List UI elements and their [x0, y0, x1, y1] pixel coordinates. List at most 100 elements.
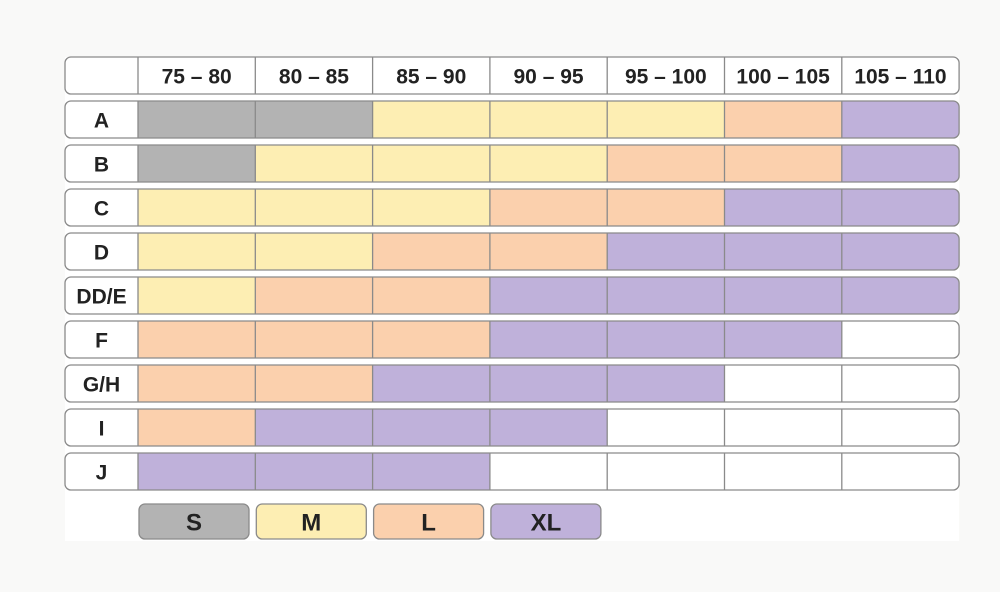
table-row: [65, 453, 960, 490]
row-outline: [64, 232, 960, 271]
row-label-cell: [65, 101, 138, 138]
legend-label: M: [301, 510, 321, 537]
row-outline: [64, 452, 960, 491]
legend-swatch: [138, 503, 250, 540]
size-cell: [372, 233, 490, 270]
legend-swatch: [490, 503, 602, 540]
size-cell: [255, 409, 373, 446]
row-label: G/H: [83, 374, 120, 397]
size-cell: [841, 277, 960, 314]
size-cell: [724, 453, 842, 490]
size-cell: [255, 145, 373, 182]
size-cell: [138, 409, 256, 446]
size-cell: [607, 409, 725, 446]
table-row: [65, 101, 960, 138]
row-label: J: [96, 462, 108, 485]
row-label-cell: [65, 409, 138, 446]
row-outline: [64, 320, 960, 359]
size-cell: [372, 321, 490, 358]
legend-label: S: [186, 510, 202, 537]
chart-legend: S M L XL: [138, 503, 602, 540]
size-cell: [372, 277, 490, 314]
column-header-label: 100 – 105: [736, 66, 830, 89]
size-cell: [138, 233, 256, 270]
chart-grid: 75 – 80 80 – 85 85 – 90 90 – 95 95 – 100 100 …: [64, 56, 960, 541]
column-header-label: 95 – 100: [625, 66, 707, 89]
size-cell: [841, 409, 960, 446]
size-cell: [489, 453, 608, 490]
size-cell: [138, 189, 256, 226]
table-row: [65, 145, 960, 182]
size-cell: [607, 145, 725, 182]
legend-swatch: [255, 503, 367, 540]
size-cell: [841, 145, 960, 182]
size-cell: [607, 277, 725, 314]
size-cell: [607, 101, 725, 138]
legend-swatch: [372, 503, 485, 540]
table-row: [65, 233, 960, 270]
row-label-cell: [65, 189, 138, 226]
row-label-cell: [65, 233, 138, 270]
size-cell: [607, 453, 725, 490]
size-cell: [255, 453, 373, 490]
row-outline: [64, 100, 960, 139]
row-outline: [64, 408, 960, 447]
size-cell: [255, 365, 373, 402]
row-label: A: [94, 110, 109, 133]
row-outline: [64, 188, 960, 227]
size-cell: [372, 365, 490, 402]
size-cell: [489, 101, 608, 138]
size-cell: [138, 101, 256, 138]
row-label-cell: [65, 145, 138, 182]
size-cell: [138, 453, 256, 490]
size-cell: [724, 101, 842, 138]
size-cell: [841, 321, 960, 358]
size-cell: [489, 233, 608, 270]
table-row: [65, 409, 960, 446]
size-cell: [724, 145, 842, 182]
size-cell: [372, 145, 490, 182]
row-label: F: [95, 330, 108, 353]
size-cell: [372, 189, 490, 226]
size-cell: [607, 189, 725, 226]
size-cell: [489, 189, 608, 226]
row-outline: [64, 364, 960, 403]
row-label-cell: [65, 365, 138, 402]
size-cell: [607, 321, 725, 358]
row-label: DD/E: [76, 286, 126, 309]
size-cell: [255, 189, 373, 226]
table-row: [65, 365, 960, 402]
size-cell: [489, 321, 608, 358]
size-cell: [138, 145, 256, 182]
row-label: C: [94, 198, 109, 221]
row-outline: [64, 276, 960, 315]
size-cell: [489, 277, 608, 314]
size-cell: [841, 189, 960, 226]
column-header-label: 105 – 110: [854, 66, 946, 89]
size-cell: [724, 277, 842, 314]
size-cell: [724, 189, 842, 226]
row-outline: [64, 144, 960, 183]
size-cell: [489, 145, 608, 182]
size-cell: [255, 277, 373, 314]
size-cell: [138, 321, 256, 358]
size-cell: [372, 453, 490, 490]
size-cell: [841, 233, 960, 270]
size-cell: [138, 277, 256, 314]
size-cell: [489, 409, 608, 446]
table-row: [65, 189, 960, 226]
size-cell: [372, 409, 490, 446]
column-header-label: 85 – 90: [396, 66, 466, 89]
size-cell: [138, 365, 256, 402]
column-header-label: 75 – 80: [162, 66, 232, 89]
size-cell: [841, 453, 960, 490]
row-label: I: [99, 418, 105, 441]
size-cell: [724, 365, 842, 402]
size-cell: [841, 365, 960, 402]
table-row: [65, 321, 960, 358]
size-cell: [724, 409, 842, 446]
size-cell: [724, 321, 842, 358]
size-cell: [372, 101, 490, 138]
column-header-label: 80 – 85: [279, 66, 349, 89]
